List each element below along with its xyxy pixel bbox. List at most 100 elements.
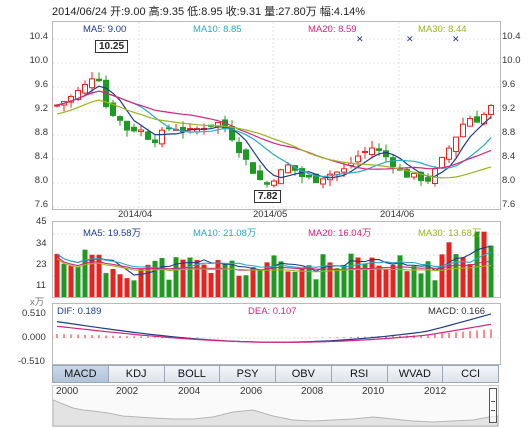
date-tick: 2014/04 — [118, 209, 153, 220]
volume-bar — [383, 268, 389, 297]
ma5-label: MA5: 9.00 — [83, 24, 127, 35]
price-tick: 10.4 — [502, 31, 521, 42]
volume-bar — [96, 254, 102, 297]
volume-bar — [166, 279, 172, 297]
macd-tick: 0.000 — [22, 332, 46, 343]
volume-bar — [418, 273, 424, 297]
timeline-year: 2008 — [301, 386, 324, 397]
low-price-callout: 7.82 — [254, 190, 282, 203]
tab-rsi[interactable]: RSI — [331, 365, 388, 383]
timeline-year: 2006 — [240, 386, 263, 397]
macd-chart-panel[interactable]: DIF: 0.189 DEA: 0.107 MACD: 0.166 — [52, 303, 501, 365]
dea-label: DEA: 0.107 — [248, 306, 297, 317]
volume-bar — [285, 271, 291, 297]
volume-bar — [481, 231, 487, 297]
volume-bar — [439, 254, 445, 297]
volume-bar — [355, 257, 361, 297]
timeline-year: 2010 — [362, 386, 385, 397]
ma20-line — [56, 90, 492, 170]
candle-body — [383, 150, 389, 158]
price-tick: 8.0 — [502, 175, 516, 186]
tab-obv[interactable]: OBV — [276, 365, 332, 383]
volume-bar — [75, 266, 81, 297]
volume-bar — [173, 257, 179, 297]
volume-bar — [236, 275, 242, 297]
macd-tick: -0.510 — [18, 356, 45, 367]
price-chart-panel[interactable]: ✕ ✕ ✕ MA5: 9.00 MA10: 8.85 MA20: 8.59 MA30… — [52, 21, 501, 210]
tab-boll[interactable]: BOLL — [164, 365, 221, 383]
volume-bar — [222, 263, 228, 297]
volume-bar — [432, 280, 438, 297]
tab-psy[interactable]: PSY — [220, 365, 276, 383]
volume-bar — [215, 259, 221, 297]
volume-bar — [313, 279, 319, 297]
vol-ma20-label: MA20: 16.04万 — [308, 228, 372, 239]
volume-bar — [131, 280, 137, 297]
timeline-year: 2012 — [424, 386, 447, 397]
vol-ma30-line — [56, 258, 492, 273]
vol-tick: 34 — [36, 238, 47, 249]
vol-tick: 11 — [36, 280, 46, 291]
candle-body — [453, 136, 459, 153]
volume-bar — [369, 257, 375, 297]
tab-macd[interactable]: MACD — [52, 365, 109, 383]
dif-label: DIF: 0.189 — [57, 306, 102, 317]
event-marker-icon: ✕ — [356, 34, 364, 44]
candle-body — [250, 162, 256, 174]
candle-body — [152, 139, 158, 144]
volume-bar — [292, 271, 298, 297]
candle-body — [271, 180, 277, 186]
candle-body — [418, 171, 424, 182]
price-chart: ✕ ✕ ✕ — [53, 22, 500, 209]
volume-bar — [299, 268, 305, 297]
volume-bar — [425, 261, 431, 297]
volume-bar — [250, 267, 256, 297]
candle-body — [341, 168, 347, 173]
handle-grip-icon — [491, 401, 495, 411]
event-marker-icon: ✕ — [452, 34, 460, 44]
price-tick: 10.0 — [502, 55, 521, 66]
price-tick: 8.4 — [34, 151, 48, 162]
candle-body — [355, 155, 361, 163]
volume-bar — [278, 261, 284, 297]
price-tick: 8.8 — [34, 127, 48, 138]
volume-bar — [341, 265, 347, 297]
volume-bar — [187, 257, 193, 297]
price-tick: 10.4 — [29, 31, 49, 42]
volume-bar — [453, 254, 459, 297]
vol-ma10-line — [56, 251, 492, 272]
candle-body — [138, 129, 144, 133]
candle-body — [243, 149, 249, 160]
volume-bar — [124, 278, 130, 297]
tab-kdj[interactable]: KDJ — [108, 365, 165, 383]
volume-chart-panel[interactable]: MA5: 19.58万 MA10: 21.08万 MA20: 16.04万 MA… — [52, 221, 501, 298]
vol-ma10-label: MA10: 21.08万 — [193, 228, 257, 239]
timeline-range-handle[interactable] — [489, 388, 497, 423]
candle-body — [96, 78, 102, 82]
candle-body — [257, 170, 263, 180]
volume-bar — [264, 262, 270, 297]
volume-bar — [327, 262, 333, 297]
volume-bar — [376, 265, 382, 297]
candle-body — [89, 78, 95, 89]
volume-bar — [467, 264, 473, 297]
volume-bar — [411, 266, 417, 297]
quote-header: 2014/06/24 开:9.00 高:9.35 低:8.95 收:9.31 量… — [52, 6, 366, 18]
tab-cci[interactable]: CCI — [443, 365, 499, 383]
ma10-label: MA10: 8.85 — [193, 24, 242, 35]
ma30-label: MA30: 8.44 — [418, 24, 467, 35]
price-tick: 7.6 — [34, 199, 48, 210]
volume-bar — [89, 254, 95, 297]
candle-body — [474, 116, 480, 123]
volume-bar — [334, 268, 340, 297]
dea-line — [56, 323, 492, 343]
macd-label: MACD: 0.166 — [428, 306, 486, 317]
tab-wvad[interactable]: WVAD — [387, 365, 444, 383]
indicator-tabs: MACD KDJ BOLL PSY OBV RSI WVAD CCI — [52, 365, 499, 383]
candle-body — [131, 126, 137, 132]
vol-ma5-label: MA5: 19.58万 — [83, 228, 142, 239]
timeline-navigator[interactable]: 2000 2002 2004 2006 2008 2010 2012 — [52, 385, 499, 427]
volume-bar — [257, 269, 263, 297]
candle-body — [362, 150, 368, 153]
candle-body — [229, 126, 235, 141]
